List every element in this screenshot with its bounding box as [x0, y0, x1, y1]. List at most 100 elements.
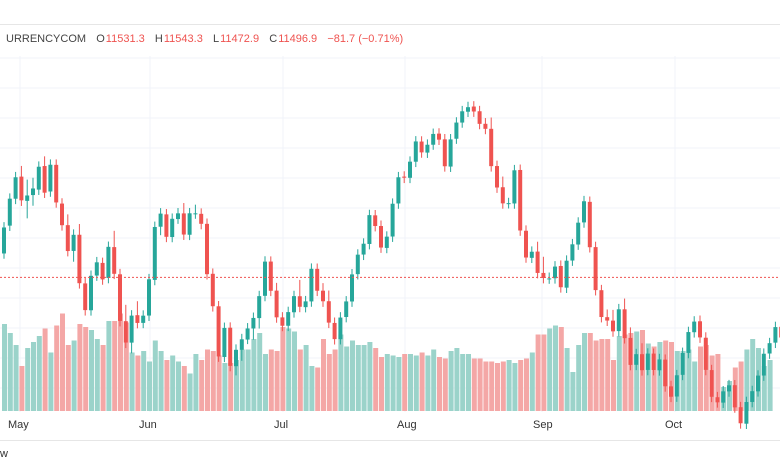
candle-body — [437, 133, 441, 140]
candle-body — [466, 107, 470, 112]
x-tick-label: Oct — [665, 419, 683, 431]
candle-body — [634, 354, 639, 365]
volume-bar — [65, 345, 71, 411]
candle-body — [118, 274, 122, 321]
candle-body — [332, 322, 337, 340]
volume-bar — [158, 351, 164, 411]
top-toolbar — [0, 0, 780, 25]
candle-body — [715, 397, 720, 403]
candle-body — [576, 222, 581, 245]
volume-bar — [89, 330, 94, 411]
candle-body — [750, 391, 755, 402]
candle-body — [535, 251, 540, 273]
volume-bar — [466, 354, 471, 411]
volume-bar — [187, 373, 193, 411]
volume-bar — [599, 339, 605, 411]
candle-body — [77, 234, 82, 284]
volume-bar — [141, 351, 147, 411]
volume-bar — [541, 334, 547, 411]
candle-body — [321, 290, 325, 302]
volume-bar — [361, 345, 367, 411]
volume-bar — [83, 327, 89, 411]
candle-body — [703, 337, 708, 370]
volume-bar — [425, 355, 431, 411]
volume-bar — [216, 355, 222, 411]
candle-body — [756, 375, 760, 392]
bottom-bar-label: w — [0, 448, 8, 460]
volume-bar — [692, 361, 698, 411]
volume-bar — [100, 345, 106, 411]
volume-bar — [152, 340, 158, 411]
volume-bar — [71, 340, 77, 411]
volume-bar — [512, 363, 518, 411]
candle-body — [228, 327, 233, 366]
low-label: L — [213, 33, 220, 45]
close-value: 11496.9 — [278, 33, 318, 45]
candle-body — [315, 268, 320, 291]
volume-bar — [616, 336, 622, 411]
candle-body — [123, 321, 128, 343]
volume-bar — [553, 325, 558, 411]
volume-bar — [274, 351, 280, 411]
volume-bar — [384, 354, 390, 411]
candle-body — [761, 353, 766, 376]
volume-bar — [471, 358, 477, 411]
symbol-label: URRENCYCOM — [6, 33, 87, 45]
volume-bar — [205, 349, 210, 411]
volume-bar — [500, 361, 506, 411]
candle-body — [129, 315, 134, 343]
candle-body — [158, 213, 163, 227]
candle-body — [344, 301, 349, 318]
volume-bar — [94, 339, 100, 411]
candle-body — [338, 317, 343, 340]
candle-body — [147, 279, 151, 316]
volume-bar — [239, 349, 245, 411]
volume-bar — [251, 339, 257, 411]
candle-body — [622, 309, 627, 339]
volume-bar — [112, 321, 118, 411]
candle-body — [773, 327, 778, 343]
candle-body — [489, 128, 494, 167]
volume-bar — [582, 333, 587, 411]
candle-body — [611, 320, 615, 332]
volume-bar — [448, 351, 454, 411]
volume-bar — [431, 349, 437, 411]
candle-body — [605, 317, 610, 321]
volume-bar — [715, 354, 721, 411]
candle-body — [460, 111, 465, 123]
volume-bar — [564, 348, 570, 411]
candle-body — [663, 359, 668, 387]
candle-body — [547, 278, 552, 280]
candle-body — [176, 213, 180, 220]
volume-bar — [587, 333, 593, 411]
candle-body — [257, 296, 262, 319]
volume-bar — [210, 351, 216, 411]
open-value: 11531.3 — [105, 33, 145, 45]
candle-body — [210, 273, 215, 307]
candle-body — [31, 188, 35, 196]
candle-body — [587, 201, 592, 248]
candle-body — [239, 339, 244, 350]
volume-bar — [31, 342, 36, 411]
candle-body — [245, 328, 250, 340]
candle-body — [2, 227, 6, 254]
candle-body — [355, 254, 360, 275]
candle-body — [419, 141, 424, 153]
volume-bar — [396, 357, 402, 411]
volume-bar — [611, 360, 616, 411]
candle-body — [286, 312, 291, 326]
volume-bar — [338, 334, 344, 411]
volume-bar — [558, 327, 564, 411]
volume-bar — [344, 346, 350, 411]
candle-body — [94, 262, 99, 276]
candle-body — [292, 296, 296, 313]
candle-body — [42, 166, 47, 193]
candle-body — [263, 261, 267, 296]
high-value: 11543.3 — [163, 33, 203, 45]
candle-body — [506, 203, 511, 205]
volume-bar — [181, 366, 187, 411]
candle-body — [669, 386, 673, 397]
volume-bar — [303, 345, 309, 411]
